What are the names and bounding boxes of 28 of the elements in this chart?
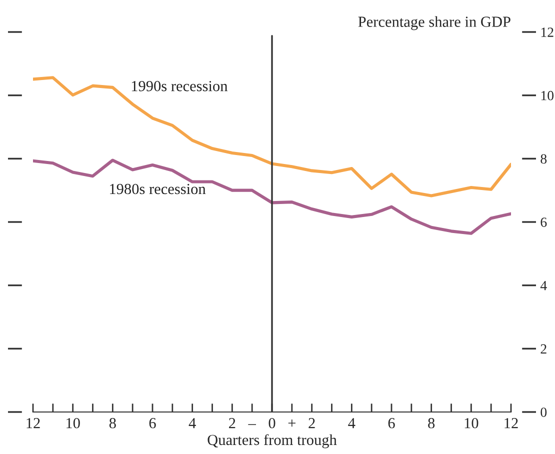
series-label: 1990s recession <box>132 80 228 92</box>
x-tick-label: + <box>288 420 296 427</box>
x-tick-label: 10 <box>66 418 80 428</box>
y-tick-label: 10 <box>541 90 554 100</box>
line-series <box>33 158 511 235</box>
y-tick-label: 2 <box>540 344 546 354</box>
y-tick-label: 0 <box>540 408 547 417</box>
y-tick-label: 4 <box>540 281 547 290</box>
x-tick-label: 2 <box>229 418 236 428</box>
x-tick-label: – <box>248 424 256 425</box>
x-tick-label: 8 <box>428 418 435 428</box>
y-tick-label: 6 <box>540 218 547 227</box>
x-tick-label: 6 <box>149 418 156 428</box>
line-series <box>33 76 511 198</box>
y-axis-title: Percentage share in GDP <box>358 16 510 30</box>
x-tick-label: 4 <box>348 418 356 428</box>
x-tick-label: 12 <box>26 418 40 428</box>
x-tick-label: 4 <box>188 418 196 428</box>
x-tick-label: 8 <box>109 418 116 428</box>
x-tick-label: 10 <box>464 418 478 428</box>
series-label: 1980s recession <box>110 184 206 194</box>
x-axis-title: Quarters from trough <box>208 434 337 448</box>
y-tick-label: 12 <box>541 28 554 37</box>
x-tick-label: 6 <box>388 418 395 428</box>
y-tick-label: 8 <box>540 154 547 164</box>
x-tick-label: 0 <box>268 418 276 428</box>
x-tick-label: 2 <box>308 418 315 428</box>
x-tick-label: 12 <box>504 418 518 428</box>
